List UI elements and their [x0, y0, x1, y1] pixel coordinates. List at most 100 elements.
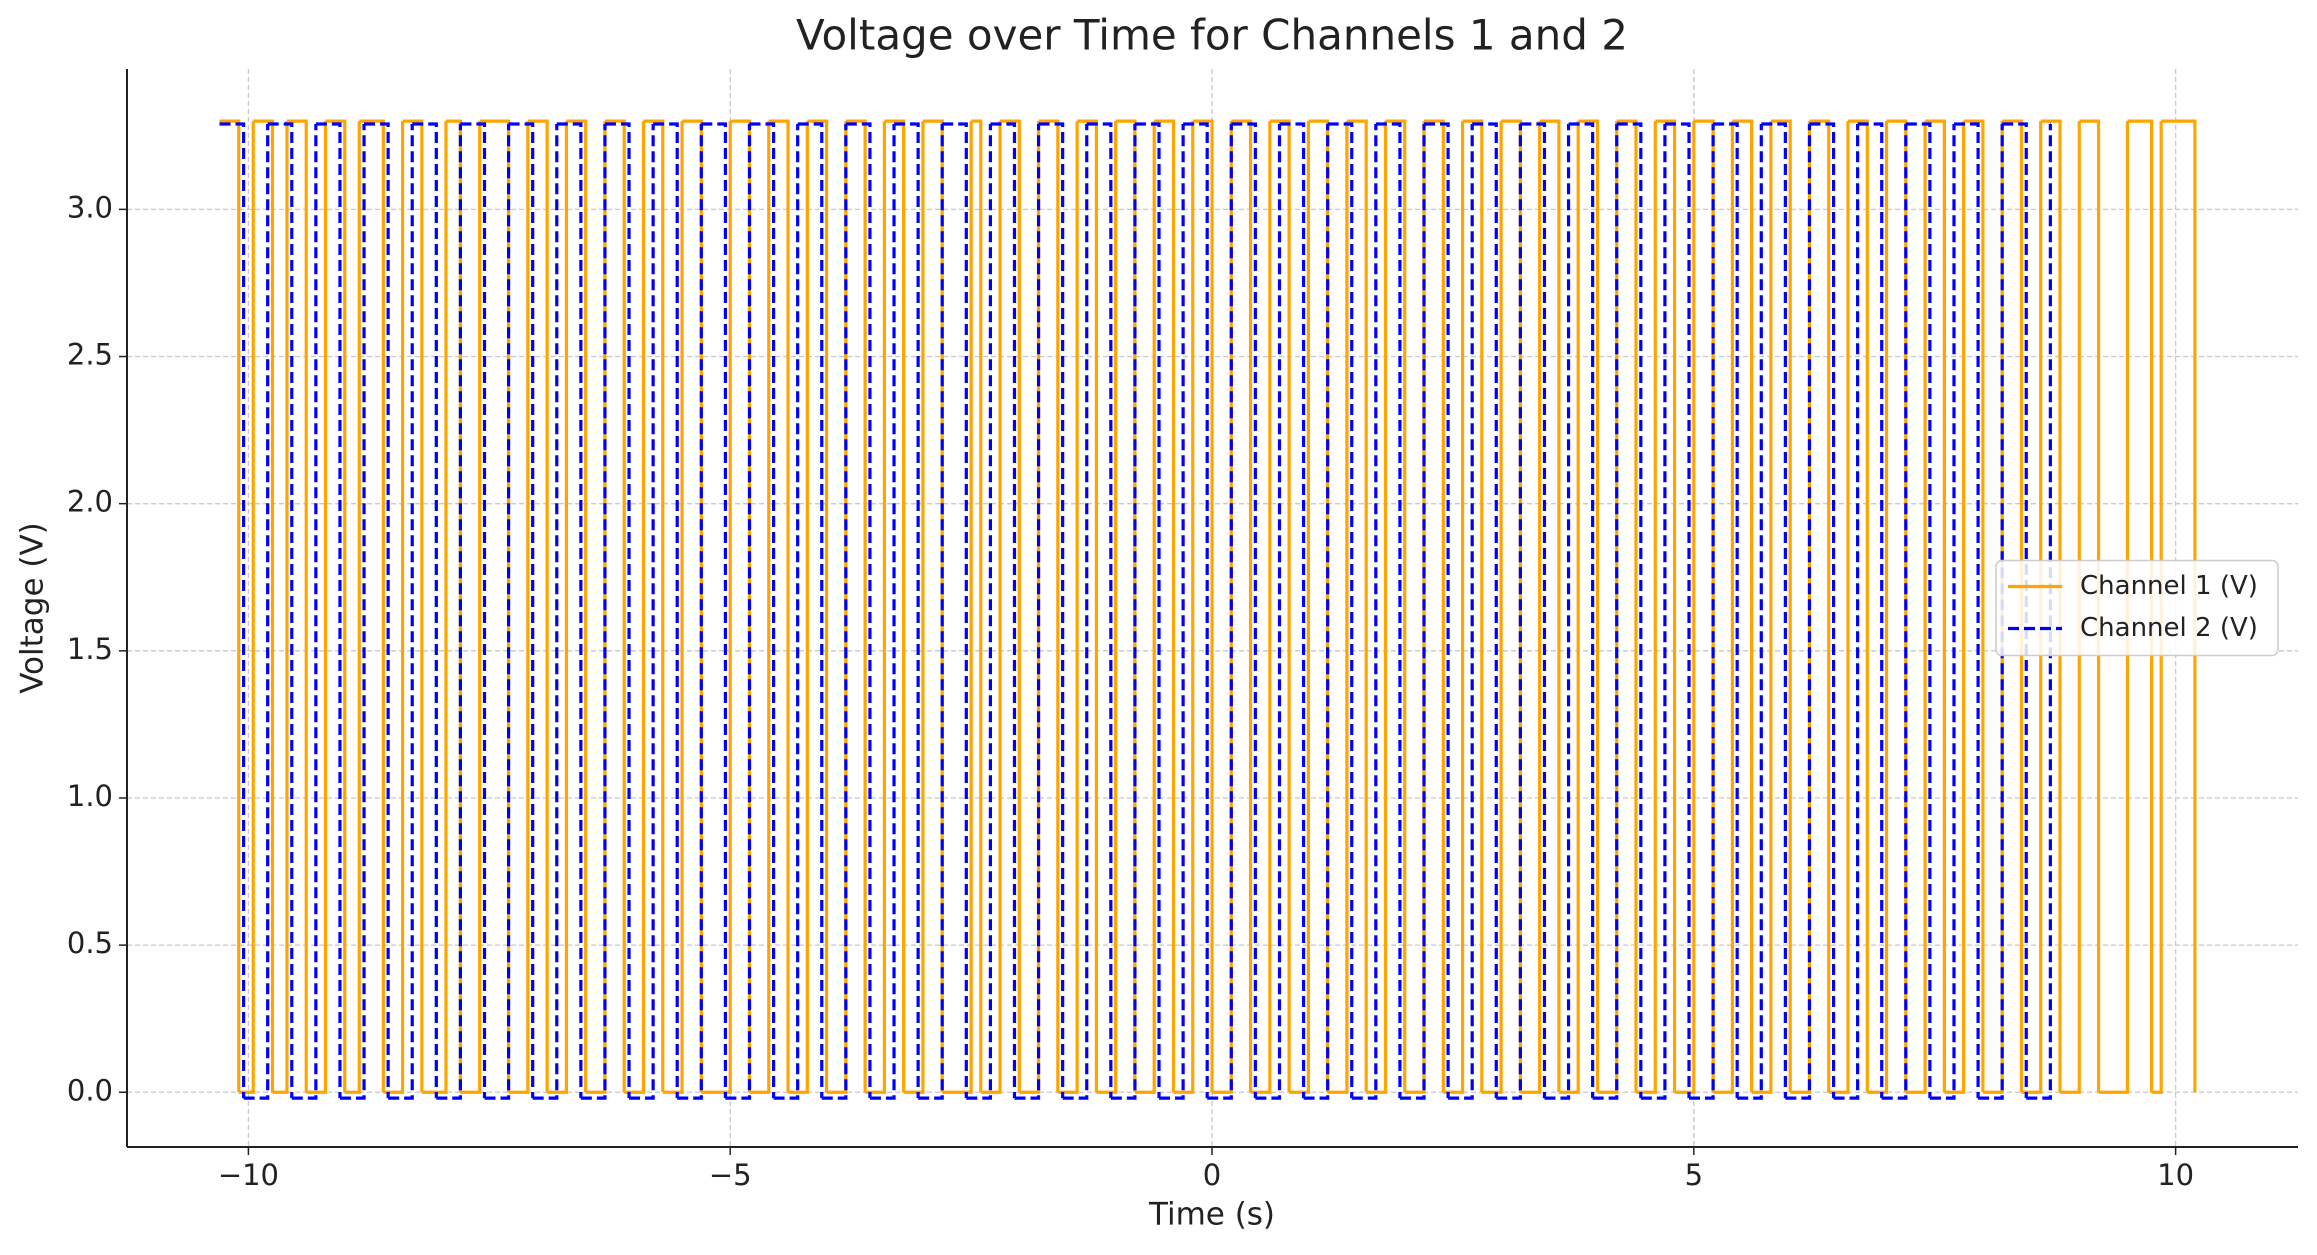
y-tick-label: 1.0 [67, 779, 113, 813]
x-tick-label: −5 [709, 1158, 752, 1192]
x-tick-label: 0 [1203, 1158, 1221, 1192]
y-tick-label: 2.0 [67, 485, 113, 519]
line-segment [922, 119, 944, 1093]
line-segment [918, 124, 944, 1100]
line-segment [1539, 119, 1561, 1093]
y-tick-label: 0.5 [67, 926, 113, 960]
line-segment [1544, 124, 1571, 1100]
line-segment [1472, 122, 1498, 1099]
line-segment [325, 119, 347, 1093]
line-segment [788, 121, 809, 1094]
line-segment [2040, 119, 2062, 1093]
line-segment [267, 122, 294, 1099]
line-segment [306, 121, 328, 1094]
line-segment [286, 119, 308, 1093]
line-segment [980, 121, 1002, 1094]
line-segment [845, 119, 867, 1093]
line-segment [1443, 121, 1465, 1094]
line-segment [2026, 124, 2052, 1100]
line-segment [1785, 124, 1812, 1100]
line-segment [2002, 119, 2024, 1093]
line-segment [826, 121, 848, 1094]
line-segment [1303, 124, 1330, 1100]
legend-box [1995, 559, 2279, 657]
line-segment [1929, 124, 1956, 1100]
line-segment [797, 122, 824, 1099]
line-segment [1597, 121, 1619, 1094]
line-segment [1375, 122, 1402, 1099]
line-segment [1399, 124, 1426, 1100]
line-segment [1905, 121, 1927, 1094]
y-axis-label: Voltage (V) [15, 522, 51, 694]
line-segment [1481, 121, 1503, 1094]
line-segment [1192, 119, 1214, 1093]
line-segment [1592, 124, 1619, 1100]
line-segment [547, 121, 569, 1094]
line-segment [1448, 124, 1474, 1100]
y-tick-label: 3.0 [67, 190, 113, 224]
line-segment [604, 119, 626, 1093]
line-segment [436, 124, 463, 1100]
line-segment [1159, 124, 1185, 1100]
line-segment [315, 122, 342, 1099]
line-segment [629, 124, 655, 1100]
line-segment [527, 119, 549, 1093]
line-segment [1674, 121, 1696, 1094]
line-segment [624, 121, 646, 1094]
line-segment [1424, 119, 1445, 1093]
line-segment [508, 122, 535, 1099]
line-segment [1636, 121, 1657, 1094]
line-segment [1848, 119, 1869, 1093]
line-segment [1770, 119, 1792, 1093]
chart-title: Voltage over Time for Channels 1 and 2 [796, 11, 1628, 60]
line-segment [1404, 121, 1426, 1094]
line-segment [1289, 121, 1310, 1094]
line-segment [662, 121, 684, 1094]
y-tick-label: 1.5 [67, 632, 113, 666]
line-segment [1732, 119, 1754, 1093]
line-segment [1327, 122, 1354, 1099]
line-segment [1568, 122, 1595, 1099]
line-segment [445, 119, 463, 1093]
line-segment [1881, 124, 1908, 1100]
line-segment [421, 121, 448, 1094]
line-segment [730, 119, 752, 1093]
line-segment [1086, 122, 1113, 1099]
line-segment [2002, 122, 2028, 1099]
line-segment [869, 124, 896, 1100]
legend-label: Channel 2 (V) [2080, 613, 2258, 643]
line-segment [682, 119, 703, 1093]
line-segment [1346, 119, 1368, 1093]
x-tick-label: 10 [2157, 1158, 2194, 1192]
line-segment [291, 124, 318, 1100]
line-segment [556, 122, 583, 1099]
line-segment [1558, 121, 1580, 1094]
line-segment [1096, 121, 1118, 1094]
line-segment [894, 122, 920, 1099]
line-segment [643, 119, 665, 1093]
line-segment [1062, 124, 1089, 1100]
line-segment [1578, 119, 1600, 1093]
line-segment [1953, 122, 1980, 1099]
line-segment [2151, 121, 2163, 1094]
line-segment [845, 122, 872, 1099]
line-segment [1828, 121, 1850, 1094]
line-segment [821, 124, 848, 1100]
line-segment [1664, 122, 1691, 1099]
line-segment [253, 119, 275, 1093]
line-segment [1269, 119, 1291, 1093]
line-segment [460, 121, 482, 1094]
line-segment [990, 122, 1017, 1099]
line-segment [1689, 124, 1715, 1100]
line-segment [532, 124, 559, 1100]
line-segment [884, 119, 906, 1093]
x-tick-label: −10 [218, 1158, 279, 1192]
line-segment [1761, 122, 1787, 1099]
line-segment [344, 121, 361, 1094]
line-segment [1154, 119, 1176, 1093]
line-segment [2127, 119, 2154, 1093]
line-segment [1134, 121, 1156, 1094]
line-segment [725, 124, 752, 1100]
line-segment [1867, 121, 1889, 1094]
